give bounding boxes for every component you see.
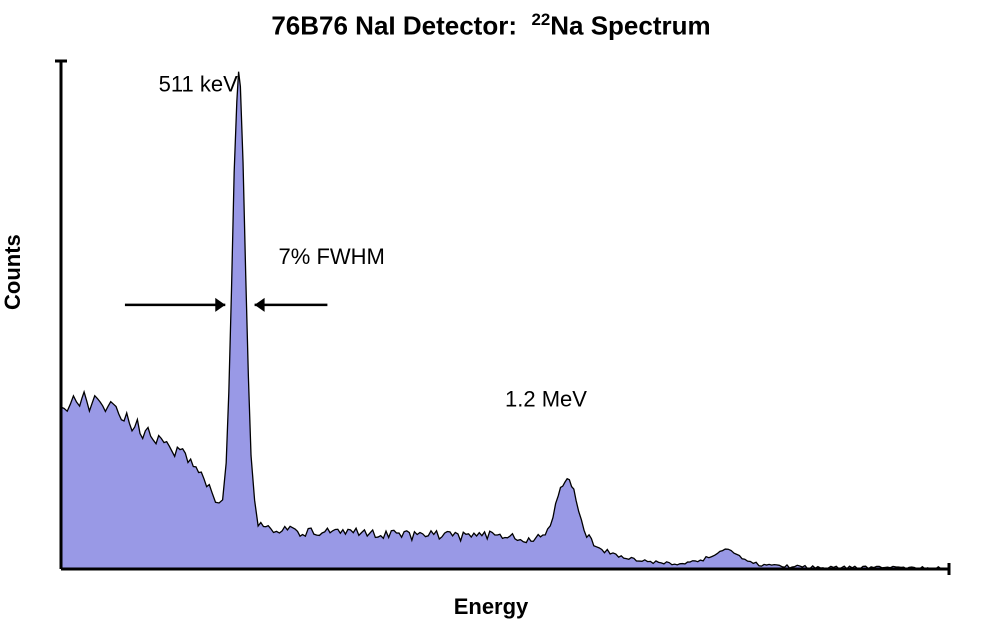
spectrum-svg: 511 keV 7% FWHM 1.2 MeV <box>55 55 955 575</box>
plot-area: 511 keV 7% FWHM 1.2 MeV <box>55 55 955 575</box>
peak2-label: 1.2 MeV <box>505 386 587 411</box>
chart-title: 76B76 NaI Detector: 22Na Spectrum <box>0 10 982 42</box>
peak1-label: 511 keV <box>159 71 238 96</box>
title-prefix: 76B76 NaI Detector: <box>271 11 517 41</box>
fwhm-arrow-right-head <box>255 298 265 312</box>
title-suffix: Na Spectrum <box>550 11 710 41</box>
spectrum-chart: 76B76 NaI Detector: 22Na Spectrum Counts… <box>0 0 982 628</box>
fwhm-arrow-left-head <box>215 298 225 312</box>
y-axis-label: Counts <box>0 234 26 310</box>
x-axis-label: Energy <box>454 594 529 620</box>
spectrum-area <box>61 72 949 569</box>
title-superscript: 22 <box>531 10 550 29</box>
fwhm-label: 7% FWHM <box>279 244 385 269</box>
